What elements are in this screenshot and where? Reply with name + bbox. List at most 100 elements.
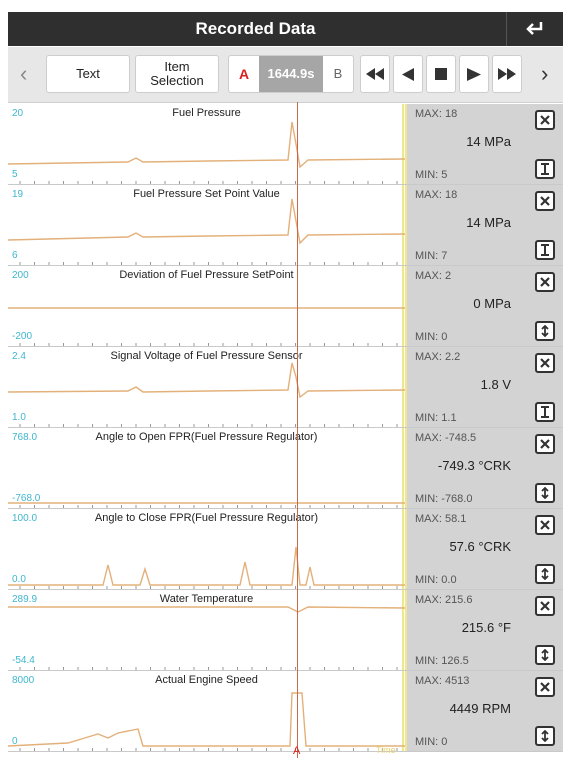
parameter-value-panel: MAX: 58.1 57.6 °CRK MIN: 0.0 <box>405 509 563 589</box>
back-button[interactable] <box>506 12 563 46</box>
parameter-max: MAX: 58.1 <box>415 513 467 525</box>
chevron-left-icon: ‹ <box>20 61 28 86</box>
time-axis-label: Time <box>376 745 396 755</box>
parameter-current-value: 14 MPa <box>466 215 511 230</box>
parameter-min: MIN: 5 <box>415 169 448 181</box>
graph-y-min: -54.4 <box>12 655 35 666</box>
remove-parameter-button[interactable] <box>535 596 555 616</box>
close-icon <box>540 277 550 287</box>
parameter-graph[interactable]: 8000 0 Actual Engine Speed <box>8 671 405 751</box>
text-button[interactable]: Text <box>46 55 130 93</box>
parameter-name: Fuel Pressure Set Point Value <box>133 188 280 200</box>
parameter-current-value: 215.6 °F <box>461 620 511 635</box>
marker-time-selector[interactable]: A 1644.9s B <box>228 55 354 93</box>
parameter-row: 8000 0 Actual Engine Speed MAX: 4513 444… <box>8 671 563 752</box>
parameter-current-value: 1.8 V <box>480 377 511 392</box>
remove-parameter-button[interactable] <box>535 515 555 535</box>
parameter-graph[interactable]: 768.0 -768.0 Angle to Open FPR(Fuel Pres… <box>8 428 405 508</box>
parameter-name: Angle to Close FPR(Fuel Pressure Regulat… <box>94 512 319 524</box>
trace-svg <box>8 347 405 427</box>
expand-scale-icon <box>541 649 549 661</box>
parameter-value-panel: MAX: 18 14 MPa MIN: 7 <box>405 185 563 265</box>
scale-toggle-button[interactable] <box>535 321 555 341</box>
close-icon <box>540 520 550 530</box>
chevron-right-icon: › <box>541 61 549 86</box>
parameter-min: MIN: -768.0 <box>415 493 473 505</box>
parameter-name: Signal Voltage of Fuel Pressure Sensor <box>110 350 303 362</box>
parameter-row: 768.0 -768.0 Angle to Open FPR(Fuel Pres… <box>8 428 563 509</box>
data-trace <box>8 198 405 245</box>
remove-parameter-button[interactable] <box>535 434 555 454</box>
graph-y-min: -768.0 <box>12 493 41 504</box>
marker-a-button[interactable]: A <box>238 66 250 82</box>
scale-toggle-button[interactable] <box>535 726 555 746</box>
time-cursor-line[interactable] <box>297 102 298 758</box>
stop-button[interactable] <box>426 55 456 93</box>
prev-page-button[interactable]: ‹ <box>20 61 27 87</box>
next-page-button[interactable]: › <box>541 61 548 87</box>
parameter-row: 100.0 0.0 Angle to Close FPR(Fuel Pressu… <box>8 509 563 590</box>
parameter-max: MAX: 2 <box>415 270 452 282</box>
parameter-graph[interactable]: 2.4 1.0 Signal Voltage of Fuel Pressure … <box>8 347 405 427</box>
remove-parameter-button[interactable] <box>535 677 555 697</box>
parameter-graph[interactable]: 19 6 Fuel Pressure Set Point Value <box>8 185 405 265</box>
trace-svg <box>8 590 405 670</box>
fit-scale-icon <box>541 406 549 418</box>
data-trace <box>8 692 405 747</box>
parameter-max: MAX: 2.2 <box>415 351 461 363</box>
parameter-graph[interactable]: 20 5 Fuel Pressure <box>8 104 405 184</box>
remove-parameter-button[interactable] <box>535 272 555 292</box>
scale-toggle-button[interactable] <box>535 159 555 179</box>
title-bar: Recorded Data <box>8 12 563 46</box>
parameter-name: Actual Engine Speed <box>155 674 258 686</box>
cursor-marker-a: A <box>293 745 301 757</box>
marker-b-button[interactable]: B <box>333 66 343 81</box>
remove-parameter-button[interactable] <box>535 110 555 130</box>
close-icon <box>540 196 550 206</box>
parameter-min: MIN: 1.1 <box>415 412 457 424</box>
remove-parameter-button[interactable] <box>535 353 555 373</box>
fit-scale-icon <box>541 163 549 175</box>
stop-icon <box>435 68 447 80</box>
parameter-graph[interactable]: 200 -200 Deviation of Fuel Pressure SetP… <box>8 266 405 346</box>
parameter-graph[interactable]: 100.0 0.0 Angle to Close FPR(Fuel Pressu… <box>8 509 405 589</box>
scale-toggle-button[interactable] <box>535 402 555 422</box>
parameter-value-panel: MAX: 2 0 MPa MIN: 0 <box>405 266 563 346</box>
parameter-current-value: 57.6 °CRK <box>449 539 511 554</box>
step-back-button[interactable] <box>393 55 423 93</box>
expand-scale-icon <box>541 730 549 742</box>
trace-svg <box>8 104 405 184</box>
play-icon <box>467 67 481 81</box>
parameter-max: MAX: 215.6 <box>415 594 473 606</box>
scale-toggle-button[interactable] <box>535 483 555 503</box>
expand-scale-icon <box>541 568 549 580</box>
graph-y-max: 8000 <box>12 675 35 686</box>
graph-y-max: 20 <box>12 108 24 119</box>
parameter-value-panel: MAX: -748.5 -749.3 °CRK MIN: -768.0 <box>405 428 563 508</box>
parameter-value-panel: MAX: 215.6 215.6 °F MIN: 126.5 <box>405 590 563 670</box>
parameter-current-value: 14 MPa <box>466 134 511 149</box>
fast-rewind-button[interactable] <box>360 55 390 93</box>
item-selection-button[interactable]: Item Selection <box>135 55 219 93</box>
trace-svg <box>8 185 405 265</box>
parameter-graph[interactable]: 289.9 -54.4 Water Temperature <box>8 590 405 670</box>
close-icon <box>540 439 550 449</box>
data-trace <box>8 606 405 613</box>
parameter-max: MAX: 18 <box>415 189 458 201</box>
parameter-current-value: 4449 RPM <box>449 701 511 716</box>
parameter-row: 2.4 1.0 Signal Voltage of Fuel Pressure … <box>8 347 563 428</box>
graph-y-max: 100.0 <box>12 513 38 524</box>
play-button[interactable] <box>459 55 489 93</box>
scale-toggle-button[interactable] <box>535 564 555 584</box>
fast-forward-button[interactable] <box>492 55 522 93</box>
parameter-min: MIN: 0 <box>415 331 448 343</box>
scale-toggle-button[interactable] <box>535 240 555 260</box>
data-trace <box>8 362 405 399</box>
expand-scale-icon <box>541 487 549 499</box>
scale-toggle-button[interactable] <box>535 645 555 665</box>
remove-parameter-button[interactable] <box>535 191 555 211</box>
data-trace <box>8 546 405 586</box>
close-icon <box>540 115 550 125</box>
data-trace <box>8 121 405 169</box>
